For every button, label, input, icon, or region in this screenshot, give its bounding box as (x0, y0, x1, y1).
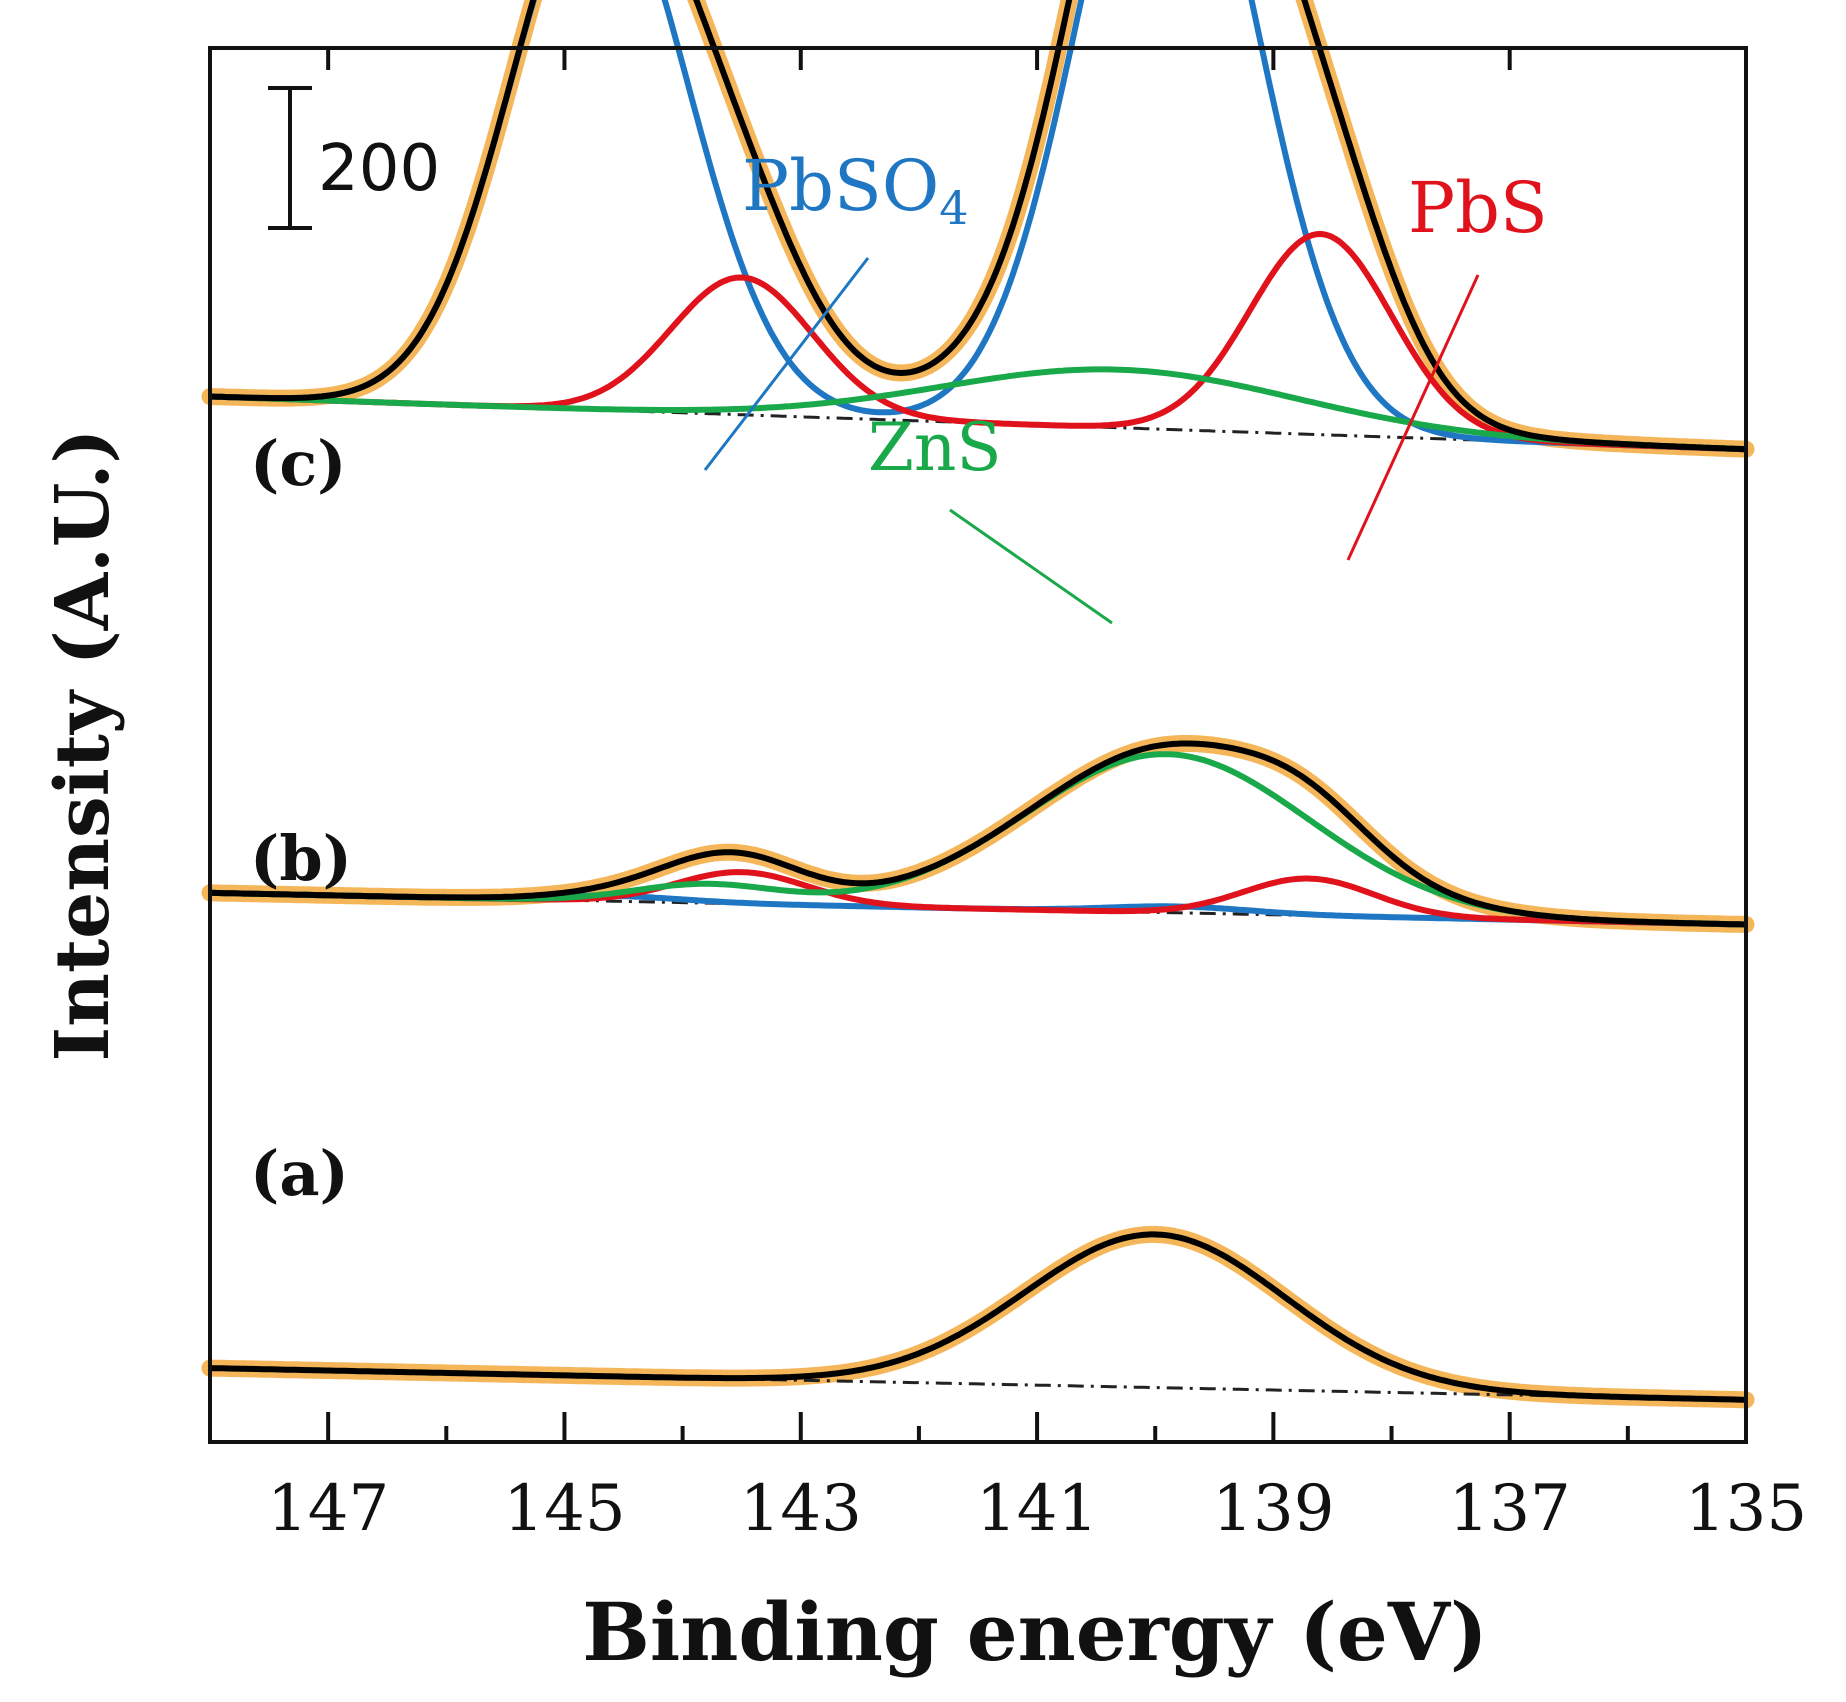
x-tick-label: 137 (1449, 1472, 1571, 1546)
annotation-zns: ZnS (868, 409, 1113, 625)
x-tick-label: 147 (267, 1472, 389, 1546)
x-tick-label: 139 (1212, 1472, 1334, 1546)
annotation-pbso4-label: PbSO4 (742, 145, 969, 235)
panel-b (201, 735, 1755, 933)
panel-c (201, 0, 1755, 458)
panel-label-b: (b) (250, 822, 352, 895)
panel-label-c: (c) (250, 427, 346, 500)
x-tick-label: 143 (740, 1472, 862, 1546)
plot-content (201, 0, 1755, 1409)
panel-b-envelope (209, 740, 1747, 928)
x-tick-label: 141 (976, 1472, 1098, 1546)
annotation-pbs-leader (1346, 274, 1480, 561)
annotation-pbso4-leader (703, 257, 870, 471)
annotation-pbs: PbS (1346, 167, 1548, 561)
y-axis-label: Intensity (A.U.) (40, 429, 126, 1062)
panel-a (201, 1225, 1755, 1409)
x-axis-label: Binding energy (eV) (582, 1585, 1488, 1679)
panel-c-zns-component (209, 366, 1747, 453)
annotation-zns-leader (949, 508, 1113, 625)
scale-bar: 200 (268, 86, 440, 230)
panel-label-a: (a) (250, 1137, 349, 1210)
panel-c-envelope (209, 0, 1747, 453)
annotation-pbso4: PbSO4 (703, 145, 969, 471)
annotation-zns-label: ZnS (868, 409, 1002, 486)
plot-frame (208, 46, 1748, 1444)
scale-bar-label: 200 (318, 132, 440, 206)
x-axis-ticks: 147 145 143 141 139 137 135 (267, 48, 1807, 1546)
panel-a-envelope (209, 1231, 1747, 1403)
x-tick-label: 135 (1685, 1472, 1807, 1546)
annotation-pbs-label: PbS (1408, 167, 1548, 249)
x-tick-label: 145 (503, 1472, 625, 1546)
